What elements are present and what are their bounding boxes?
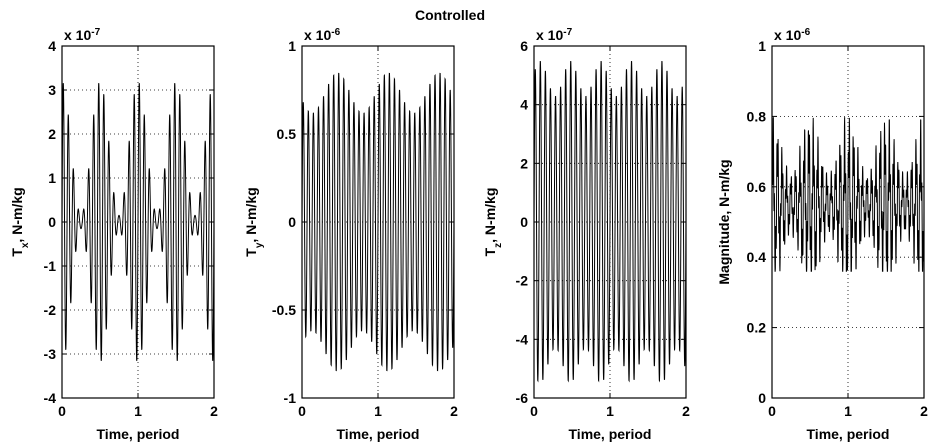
y-tick-label: -4 xyxy=(516,331,529,347)
y-tick-label: 0.8 xyxy=(747,108,767,124)
y-tick-label: -4 xyxy=(44,390,57,406)
y-tick-label: 0.6 xyxy=(747,179,767,195)
y-tick-label: -2 xyxy=(516,273,529,289)
y-tick-label: 1 xyxy=(758,38,766,54)
chart-panel-1: -4 -3 -2 -1 0 1 2 3 4 0 1 2 Time, period Tx, N-m/kg x … xyxy=(9,27,218,443)
x-tick-label: 1 xyxy=(134,403,142,419)
y-tick-label: 1 xyxy=(48,170,56,186)
y-axis-label: Magnitude, N-m/kg xyxy=(716,159,732,284)
x-tick-label: 1 xyxy=(606,403,614,419)
x-tick-label: 2 xyxy=(682,403,690,419)
y-tick-label: -1 xyxy=(284,390,297,406)
y-tick-label: -1 xyxy=(44,258,57,274)
y-scale-exponent-label: x 10-6 xyxy=(304,27,341,44)
x-tick-label: 0 xyxy=(58,403,66,419)
y-tick-label: -0.5 xyxy=(272,302,296,318)
y-tick-label: 0 xyxy=(758,390,766,406)
series-line xyxy=(61,83,215,361)
y-tick-label: 6 xyxy=(520,38,528,54)
y-tick-label: 0 xyxy=(48,214,56,230)
chart-panel-4: 0 0.2 0.4 0.6 0.8 1 0 1 2 Time, period Magnitude, … xyxy=(716,27,928,443)
y-scale-exponent-label: x 10-7 xyxy=(536,27,573,44)
y-tick-label: -3 xyxy=(44,346,57,362)
y-tick-label: -6 xyxy=(516,390,529,406)
figure-title: Controlled xyxy=(415,7,485,23)
y-scale-exponent-label: x 10-6 xyxy=(774,27,811,44)
y-tick-label: 2 xyxy=(520,155,528,171)
x-tick-label: 2 xyxy=(210,403,218,419)
x-tick-label: 0 xyxy=(530,403,538,419)
series-line xyxy=(771,117,925,272)
y-scale-exponent-label: x 10-7 xyxy=(64,27,101,44)
y-tick-label: 3 xyxy=(48,82,56,98)
chart-panel-2: -1 -0.5 0 0.5 1 0 1 2 Time, period Ty, N-m/kg x 10… xyxy=(243,27,458,443)
y-tick-label: 0.5 xyxy=(277,126,297,142)
x-tick-label: 1 xyxy=(844,403,852,419)
y-axis-label: Tz, N-m/kg xyxy=(482,188,504,257)
y-tick-label: 0.4 xyxy=(747,249,767,265)
x-axis-label: Time, period xyxy=(97,426,180,442)
x-tick-label: 2 xyxy=(920,403,928,419)
y-tick-label: 4 xyxy=(48,38,56,54)
y-tick-label: 0 xyxy=(520,214,528,230)
y-axis-label: Tx, N-m/kg xyxy=(9,187,31,256)
y-tick-label: 0.2 xyxy=(747,320,767,336)
series-line xyxy=(533,60,687,383)
series-line xyxy=(301,72,455,372)
y-tick-label: -2 xyxy=(44,302,57,318)
x-axis-label: Time, period xyxy=(807,426,890,442)
y-tick-label: 0 xyxy=(288,214,296,230)
chart-panel-3: -6 -4 -2 0 2 4 6 0 1 2 Time, period Tz, N-m/kg x 10-… xyxy=(482,27,690,443)
x-tick-label: 0 xyxy=(768,403,776,419)
y-axis-label: Ty, N-m/kg xyxy=(243,187,265,256)
x-tick-label: 1 xyxy=(374,403,382,419)
y-tick-label: 2 xyxy=(48,126,56,142)
y-tick-label: 1 xyxy=(288,38,296,54)
y-tick-label: 4 xyxy=(520,97,528,113)
x-tick-label: 0 xyxy=(298,403,306,419)
x-tick-label: 2 xyxy=(450,403,458,419)
x-axis-label: Time, period xyxy=(569,426,652,442)
x-axis-label: Time, period xyxy=(337,426,420,442)
